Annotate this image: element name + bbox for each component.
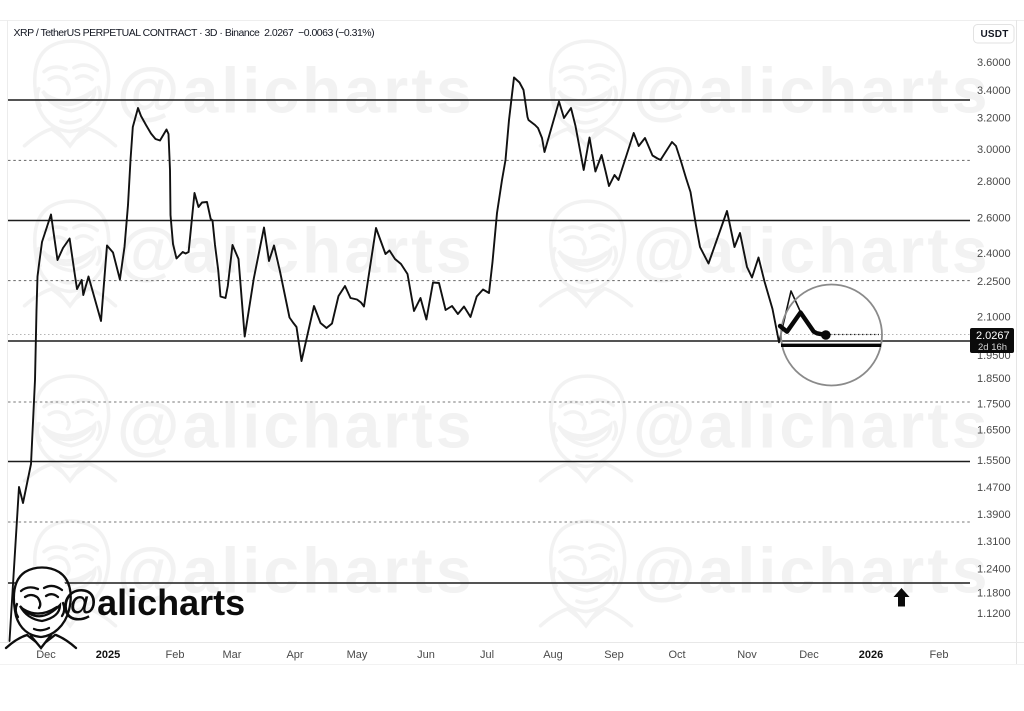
svg-text:USDT: USDT xyxy=(981,29,1009,40)
svg-text:2025: 2025 xyxy=(96,649,120,661)
svg-text:Dec: Dec xyxy=(36,649,56,661)
svg-text:Nov: Nov xyxy=(737,649,757,661)
svg-text:1.1200: 1.1200 xyxy=(977,608,1011,620)
svg-text:1.3900: 1.3900 xyxy=(977,509,1011,521)
svg-text:2.1000: 2.1000 xyxy=(977,312,1011,324)
svg-text:Oct: Oct xyxy=(668,649,685,661)
svg-text:2026: 2026 xyxy=(859,649,883,661)
svg-text:1.4700: 1.4700 xyxy=(977,482,1011,494)
svg-text:1.3100: 1.3100 xyxy=(977,536,1011,548)
svg-text:May: May xyxy=(347,649,368,661)
svg-text:1.5500: 1.5500 xyxy=(977,455,1011,467)
svg-text:3.6000: 3.6000 xyxy=(977,57,1011,69)
svg-text:2d 16h: 2d 16h xyxy=(978,342,1007,353)
svg-text:1.6500: 1.6500 xyxy=(977,425,1011,437)
svg-text:Sep: Sep xyxy=(604,649,624,661)
svg-text:1.8500: 1.8500 xyxy=(977,373,1011,385)
svg-text:Feb: Feb xyxy=(930,649,949,661)
svg-text:2.6000: 2.6000 xyxy=(977,213,1011,225)
svg-text:Apr: Apr xyxy=(286,649,303,661)
svg-text:2.2500: 2.2500 xyxy=(977,276,1011,288)
svg-text:Feb: Feb xyxy=(166,649,185,661)
svg-text:1.7500: 1.7500 xyxy=(977,399,1011,411)
svg-text:Jul: Jul xyxy=(480,649,494,661)
svg-text:XRP / TetherUS PERPETUAL CONTR: XRP / TetherUS PERPETUAL CONTRACT · 3D ·… xyxy=(14,27,375,39)
svg-text:Jun: Jun xyxy=(417,649,435,661)
svg-text:3.4000: 3.4000 xyxy=(977,85,1011,97)
svg-text:Dec: Dec xyxy=(799,649,819,661)
svg-text:Aug: Aug xyxy=(543,649,563,661)
svg-text:3.2000: 3.2000 xyxy=(977,113,1011,125)
svg-text:1.2400: 1.2400 xyxy=(977,564,1011,576)
svg-text:Mar: Mar xyxy=(223,649,242,661)
svg-text:1.1800: 1.1800 xyxy=(977,588,1011,600)
svg-text:@alicharts: @alicharts xyxy=(62,582,245,623)
svg-text:3.0000: 3.0000 xyxy=(977,144,1011,156)
svg-text:2.4000: 2.4000 xyxy=(977,248,1011,260)
svg-text:2.0267: 2.0267 xyxy=(976,330,1010,342)
svg-text:2.8000: 2.8000 xyxy=(977,176,1011,188)
